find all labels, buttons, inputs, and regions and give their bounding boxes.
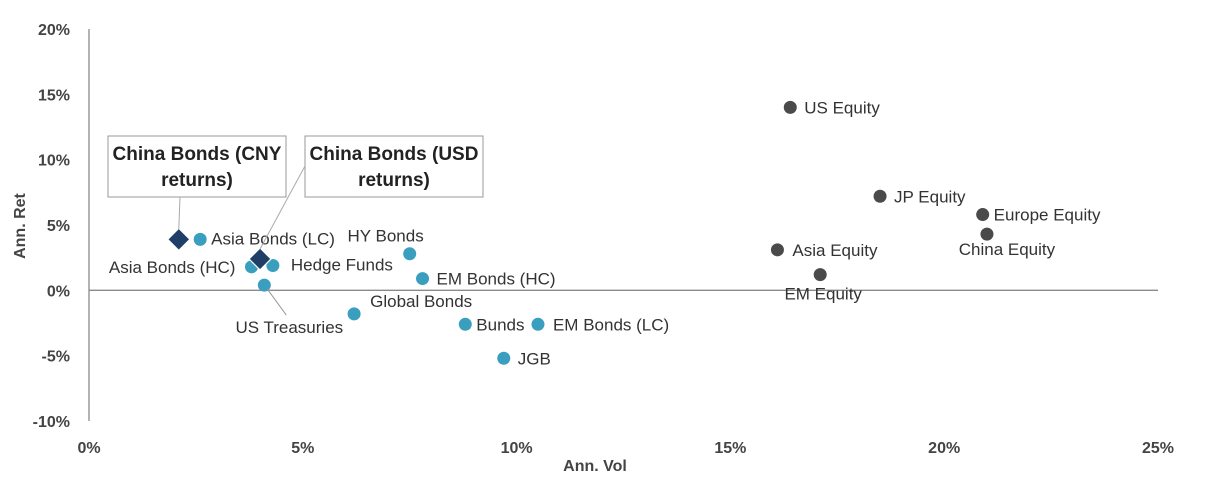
axes: 20% 15% 10% 5% 0% -5% -10% 0% 5% 10% 15% 20% 25% Ann.… xyxy=(12,22,1174,475)
x-tick-label: 5% xyxy=(291,440,314,457)
china-bonds-diamond-marker xyxy=(248,247,272,271)
point-label: Asia Bonds (HC) xyxy=(109,258,236,277)
scatter-point xyxy=(770,243,784,257)
point-label: Europe Equity xyxy=(994,206,1101,225)
annotations: China Bonds (CNY returns) China Bonds (USD… xyxy=(107,135,484,316)
point-label: JGB xyxy=(518,349,551,368)
point-label: China Equity xyxy=(959,240,1056,259)
callout-label: returns) xyxy=(358,170,430,191)
scatter-point xyxy=(193,232,207,246)
x-tick-label: 20% xyxy=(928,440,960,457)
y-tick-label: -10% xyxy=(33,414,70,431)
point-label: US Treasuries xyxy=(235,318,343,337)
scatter-point xyxy=(416,272,430,286)
y-tick-label: 5% xyxy=(47,218,70,235)
scatter-point xyxy=(980,227,994,241)
callout-leader-line xyxy=(178,196,181,230)
callout-label: China Bonds (CNY xyxy=(113,144,282,165)
y-tick-label: 20% xyxy=(38,22,70,39)
y-tick-label: 0% xyxy=(47,283,70,300)
point-label: EM Bonds (HC) xyxy=(437,270,556,289)
x-tick-label: 0% xyxy=(77,440,100,457)
point-label: Asia Bonds (LC) xyxy=(211,229,335,248)
scatter-point xyxy=(783,100,797,114)
point-label: Hedge Funds xyxy=(291,256,393,275)
leader-line xyxy=(266,288,287,316)
callout-label: China Bonds (USD xyxy=(310,144,479,165)
y-tick-label: -5% xyxy=(42,349,70,366)
scatter-point xyxy=(403,247,417,261)
scatter-point xyxy=(873,189,887,203)
x-tick-label: 10% xyxy=(501,440,533,457)
x-tick-label: 15% xyxy=(714,440,746,457)
point-label: Global Bonds xyxy=(370,292,472,311)
scatter-point xyxy=(257,278,271,292)
scatter-point xyxy=(458,317,472,331)
point-label: JP Equity xyxy=(894,187,966,206)
point-label: Bunds xyxy=(476,315,524,334)
scatter-point xyxy=(266,259,280,273)
point-label: EM Equity xyxy=(784,285,862,304)
y-axis-title: Ann. Ret xyxy=(12,192,29,258)
y-tick-label: 10% xyxy=(38,153,70,170)
callout-box xyxy=(107,135,287,198)
callout-box xyxy=(304,135,484,198)
scatter-point xyxy=(976,208,990,222)
scatter-point xyxy=(813,268,827,282)
callout-label: returns) xyxy=(161,170,233,191)
point-label: US Equity xyxy=(804,98,880,117)
x-tick-label: 25% xyxy=(1142,440,1174,457)
scatter-point xyxy=(531,317,545,331)
x-axis-title: Ann. Vol xyxy=(563,458,627,475)
china-bonds-diamond-marker xyxy=(166,227,191,252)
callout-leader-line xyxy=(259,165,306,250)
scatter-point xyxy=(497,351,511,365)
point-label: EM Bonds (LC) xyxy=(553,315,669,334)
y-tick-label: 15% xyxy=(38,87,70,104)
scatter-point xyxy=(347,307,361,321)
point-label: Asia Equity xyxy=(792,241,878,260)
chart-marks: US Equity JP Equity Europe Equity China Equ… xyxy=(109,98,1101,368)
point-label: HY Bonds xyxy=(347,227,423,246)
